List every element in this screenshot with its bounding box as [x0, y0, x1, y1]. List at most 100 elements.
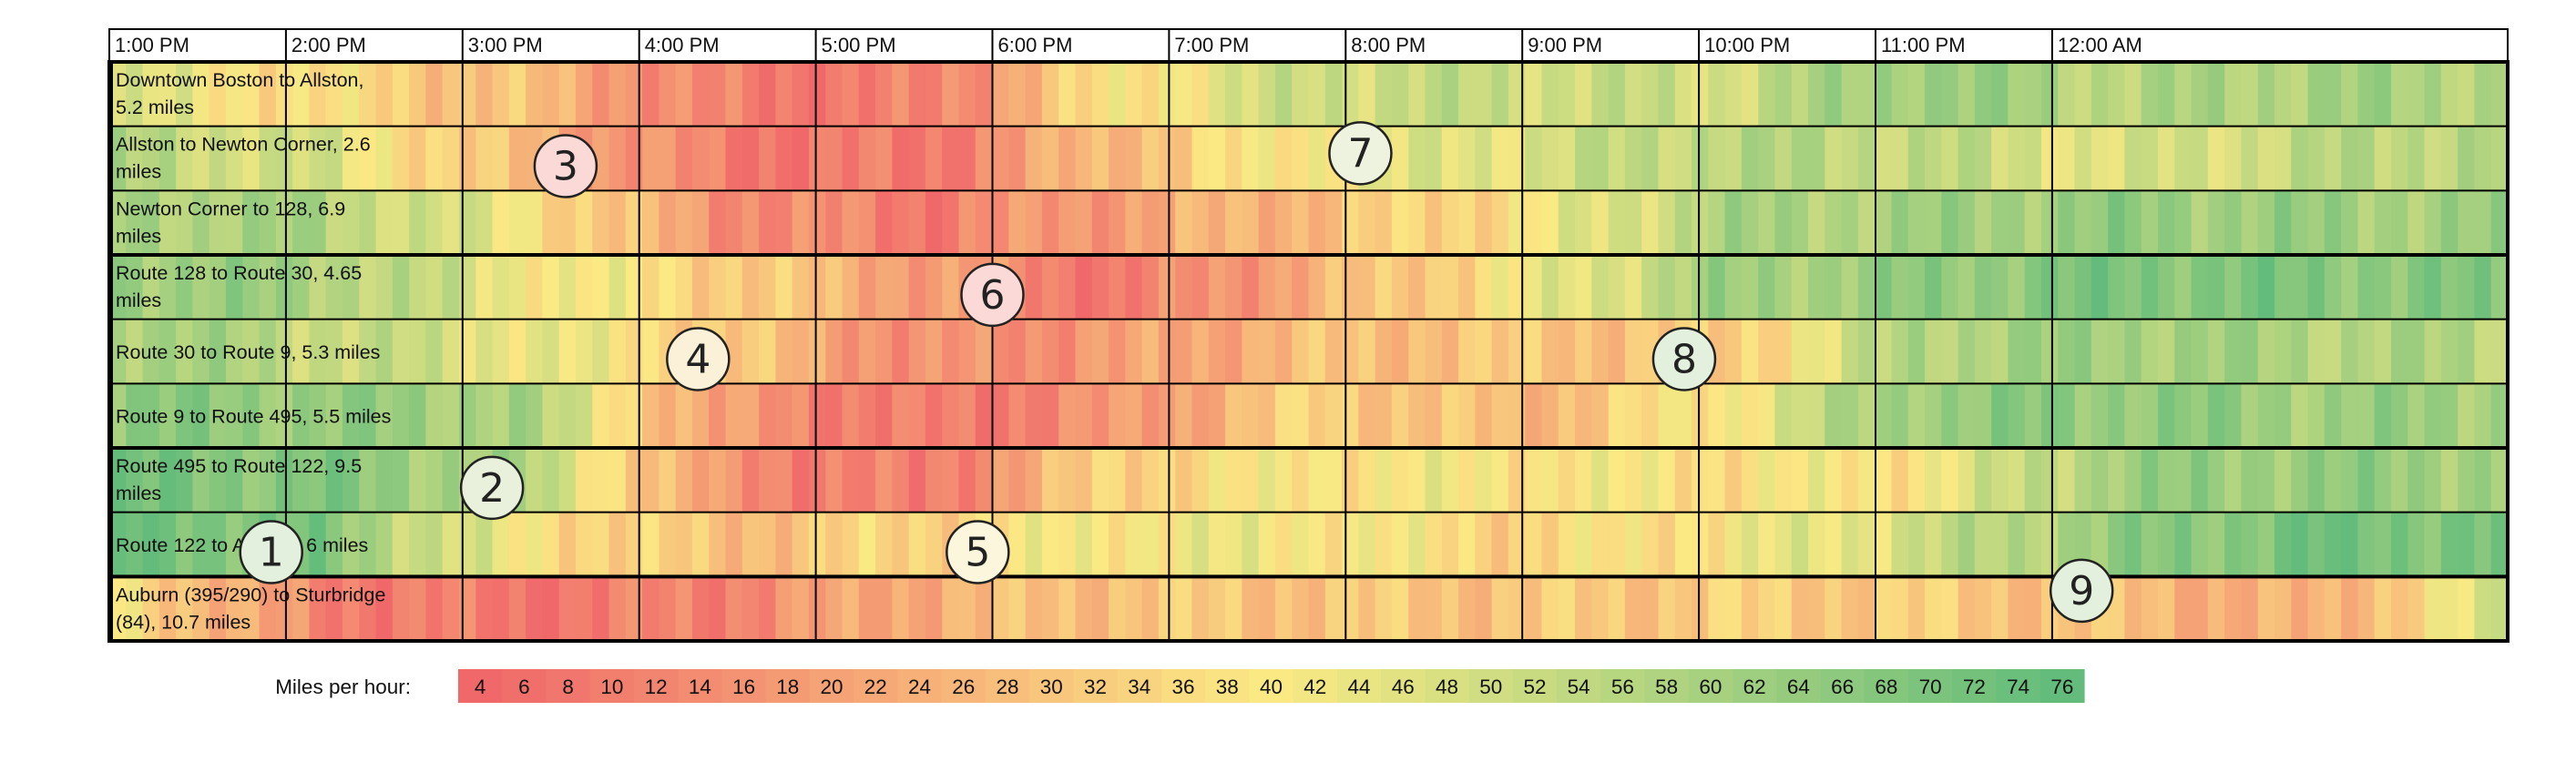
heat-cell	[2191, 190, 2209, 255]
legend-swatch	[765, 669, 811, 703]
heat-cell	[2458, 512, 2476, 577]
heat-cell	[958, 126, 976, 191]
heat-cell	[1375, 319, 1393, 384]
heat-cell	[442, 383, 460, 448]
legend-swatch	[1029, 669, 1074, 703]
heat-cell	[908, 190, 926, 255]
heat-cell	[1491, 512, 1509, 577]
heat-cell	[2207, 62, 2225, 127]
heat-cell	[1491, 576, 1509, 641]
heat-cell	[1158, 383, 1176, 448]
heat-cell	[1674, 255, 1692, 320]
segment-label: Route 495 to Route 122, 9.5	[116, 455, 362, 477]
heat-cell	[2374, 319, 2392, 384]
heat-cell	[2357, 62, 2376, 127]
heat-cell	[1508, 190, 1526, 255]
heat-cell	[209, 576, 227, 641]
heat-cell	[508, 576, 526, 641]
heat-cell	[992, 190, 1009, 255]
heat-cell	[2108, 319, 2126, 384]
heat-cell	[2041, 383, 2059, 448]
heat-cell	[1692, 126, 1709, 191]
heat-cell	[2241, 319, 2259, 384]
heat-cell	[1358, 383, 1376, 448]
heat-cell	[375, 383, 394, 448]
heat-cell	[759, 576, 776, 641]
heat-cell	[1191, 255, 1210, 320]
heat-cell	[1741, 512, 1759, 577]
heat-cell	[375, 512, 394, 577]
heat-cell	[2490, 512, 2509, 577]
heat-cell	[1008, 319, 1027, 384]
legend-value: 20	[821, 676, 843, 698]
heat-cell	[592, 190, 610, 255]
heat-cell	[259, 62, 277, 127]
heat-cell	[309, 448, 327, 513]
heat-cell	[942, 319, 960, 384]
heat-cell	[158, 383, 177, 448]
marker-label: 6	[980, 272, 1006, 319]
heat-cell	[709, 126, 727, 191]
heat-cell	[725, 126, 743, 191]
heat-cell	[725, 190, 743, 255]
heat-cell	[2141, 512, 2159, 577]
heat-cell	[2124, 126, 2142, 191]
heat-cell	[442, 448, 460, 513]
heat-cell	[2407, 383, 2426, 448]
heat-cell	[192, 448, 210, 513]
heat-cell	[1841, 255, 1859, 320]
heat-cell	[1808, 383, 1825, 448]
heat-cell	[908, 319, 926, 384]
heat-cell	[625, 448, 643, 513]
heat-cell	[2191, 512, 2209, 577]
heat-cell	[1808, 255, 1825, 320]
heat-cell	[1558, 126, 1576, 191]
heat-cell	[2291, 319, 2309, 384]
marker-circle	[960, 262, 1025, 328]
heat-cell	[625, 512, 643, 577]
heat-cell	[275, 319, 293, 384]
heat-cell	[142, 319, 160, 384]
heat-cell	[808, 576, 826, 641]
heat-cell	[109, 383, 127, 448]
heat-cell	[1724, 576, 1743, 641]
heat-cell	[2257, 255, 2275, 320]
heat-cell	[2241, 448, 2259, 513]
heat-cell	[2357, 126, 2376, 191]
time-tick-label: 6:00 PM	[998, 34, 1073, 56]
heat-cell	[1208, 62, 1226, 127]
heat-cell	[1075, 383, 1093, 448]
heat-cell	[975, 448, 993, 513]
heat-cell	[1958, 190, 1976, 255]
heat-cell	[2224, 512, 2243, 577]
heat-cell	[1724, 255, 1743, 320]
marker-circle	[2049, 558, 2114, 624]
heat-cell	[2391, 62, 2408, 127]
heat-cell	[275, 383, 293, 448]
heat-cell	[1857, 512, 1876, 577]
heat-cell	[1475, 319, 1493, 384]
heat-cell	[1841, 576, 1859, 641]
heat-cell	[575, 512, 593, 577]
heat-cell	[176, 383, 194, 448]
heat-cell	[642, 319, 659, 384]
heat-cell	[1891, 319, 1909, 384]
heat-cell	[1525, 190, 1543, 255]
heat-cell	[1608, 576, 1626, 641]
heat-cell	[1857, 255, 1876, 320]
heat-cell	[542, 512, 560, 577]
heat-cell	[625, 383, 643, 448]
legend-value: 28	[997, 676, 1019, 698]
heat-cell	[1258, 512, 1276, 577]
heat-cell	[691, 512, 710, 577]
heat-cell	[1841, 126, 1859, 191]
heat-cell	[608, 255, 627, 320]
heat-cell	[1242, 512, 1260, 577]
heat-cell	[2357, 190, 2376, 255]
heat-cell	[1475, 126, 1493, 191]
heat-cell	[1891, 512, 1909, 577]
heat-cell	[2024, 448, 2042, 513]
heat-cell	[2008, 62, 2026, 127]
heat-cell	[1525, 448, 1543, 513]
heat-cell	[1774, 576, 1793, 641]
